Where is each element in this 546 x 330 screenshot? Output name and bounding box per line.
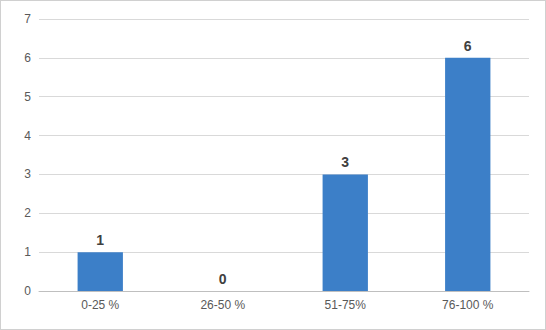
svg-text:3: 3: [24, 167, 31, 181]
svg-text:4: 4: [24, 129, 31, 143]
svg-text:5: 5: [24, 90, 31, 104]
svg-text:6: 6: [24, 51, 31, 65]
svg-text:0-25 %: 0-25 %: [81, 298, 119, 312]
svg-text:26-50 %: 26-50 %: [200, 298, 245, 312]
svg-text:51-75%: 51-75%: [325, 298, 367, 312]
svg-text:6: 6: [464, 38, 472, 54]
svg-text:0: 0: [219, 271, 227, 287]
svg-text:1: 1: [96, 232, 104, 248]
svg-text:1: 1: [24, 245, 31, 259]
svg-text:2: 2: [24, 206, 31, 220]
svg-text:3: 3: [341, 154, 349, 170]
svg-text:7: 7: [24, 12, 31, 26]
svg-text:0: 0: [24, 284, 31, 298]
svg-text:76-100 %: 76-100 %: [442, 298, 494, 312]
